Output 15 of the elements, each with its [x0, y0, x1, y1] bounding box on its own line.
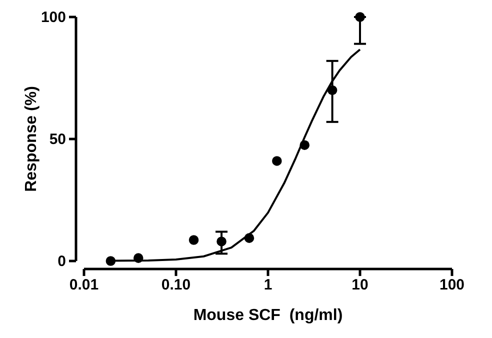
point	[272, 156, 282, 166]
x-axis-title: Mouse SCF (ng/ml)	[193, 307, 343, 324]
point	[355, 12, 365, 22]
x-tick-label: 0.01	[69, 276, 99, 294]
y-tick-label: 50	[49, 130, 66, 148]
y-tick-label: 0	[58, 252, 66, 270]
y-tick-label: 100	[40, 8, 66, 26]
point	[188, 235, 199, 245]
x-tick-label: 1	[264, 276, 272, 294]
y-axis-title: Response (%)	[23, 86, 40, 192]
x-tick-label: 100	[439, 276, 465, 294]
point	[327, 85, 338, 96]
point	[216, 236, 226, 246]
x-tick-label: 10	[352, 276, 368, 294]
x-tick-label: 0.10	[161, 276, 191, 294]
